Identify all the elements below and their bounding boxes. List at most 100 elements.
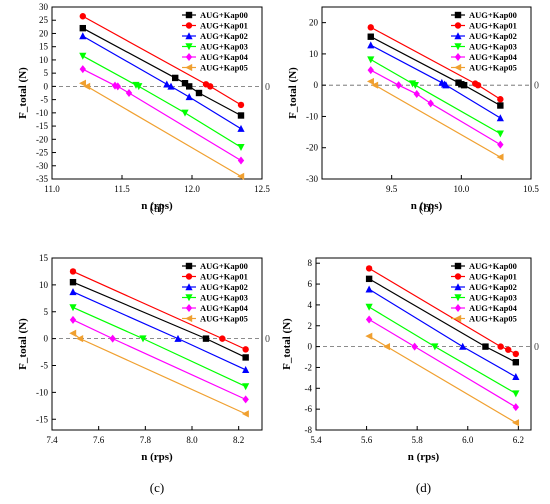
- legend-label: AUG+Kap01: [200, 21, 248, 31]
- series-aug-kap01: [69, 268, 249, 353]
- data-point: [181, 109, 189, 117]
- legend-label: AUG+Kap04: [469, 303, 518, 313]
- data-point: [371, 81, 379, 89]
- y-tick-label: -5: [41, 361, 49, 371]
- data-point: [69, 288, 77, 296]
- data-point: [202, 335, 210, 342]
- y-tick-label: 6: [308, 279, 313, 289]
- series-aug-kap05: [79, 79, 245, 180]
- data-point: [242, 395, 249, 404]
- data-point: [365, 332, 373, 340]
- legend-item: AUG+Kap01: [182, 21, 248, 31]
- data-point: [365, 303, 373, 311]
- y-tick-label: -5: [41, 95, 49, 105]
- legend-label: AUG+Kap04: [469, 52, 518, 62]
- x-tick-label: 6.2: [513, 435, 524, 445]
- series-aug-kap02: [367, 41, 504, 122]
- data-point: [237, 124, 245, 132]
- x-tick-label: 5.8: [412, 435, 424, 445]
- legend-marker-icon: [185, 32, 193, 40]
- data-point: [79, 65, 86, 74]
- series-line: [368, 318, 517, 408]
- data-point: [237, 144, 245, 152]
- zero-reference-label: 0: [534, 81, 539, 92]
- y-tick-label: 4: [308, 300, 313, 310]
- data-point: [411, 342, 418, 351]
- series-aug-kap04: [79, 65, 245, 165]
- data-point: [459, 342, 467, 350]
- data-point: [242, 366, 250, 373]
- series-aug-kap05: [366, 77, 504, 161]
- legend-marker-icon: [454, 22, 462, 29]
- legend-label: AUG+Kap05: [469, 314, 517, 324]
- x-tick-label: 12.0: [184, 184, 200, 194]
- data-point: [413, 89, 420, 98]
- legend-marker-icon: [185, 273, 193, 280]
- y-tick-label: 0: [44, 334, 49, 344]
- series-aug-kap04: [69, 315, 249, 404]
- y-tick-label: -4: [305, 383, 313, 393]
- legend-label: AUG+Kap02: [469, 31, 517, 41]
- x-axis-label: n (rps): [141, 451, 173, 463]
- data-point: [365, 275, 373, 283]
- series-aug-kap03: [69, 304, 250, 391]
- x-tick-label: 10.5: [523, 184, 539, 194]
- legend-label: AUG+Kap01: [469, 21, 517, 31]
- legend-item: AUG+Kap03: [451, 293, 517, 303]
- chart-panel: 0 7.4 7.6 7.8 8.0 8.2 -15 -10 -5 0 5 10 15 n (rps) F_t…: [17, 253, 270, 495]
- chart-panel: 0 9.5 10.0 10.5 -30 -20 -10 0 10 20 n (rps) F_total…: [287, 6, 539, 215]
- data-point: [135, 83, 143, 91]
- data-point: [186, 83, 193, 90]
- legend-label: AUG+Kap02: [469, 282, 517, 292]
- legend-marker-icon: [454, 262, 462, 270]
- series-aug-kap01: [365, 265, 520, 358]
- zero-reference-label: 0: [265, 334, 270, 345]
- data-point: [69, 278, 77, 286]
- data-point: [114, 82, 121, 91]
- data-point: [69, 329, 77, 337]
- y-tick-label: 15: [39, 253, 49, 263]
- data-point: [505, 346, 512, 353]
- legend-marker-icon: [185, 63, 193, 72]
- y-tick-label: 0: [308, 342, 313, 352]
- data-point: [69, 304, 77, 312]
- y-axis-label: F_total (N): [17, 67, 29, 119]
- data-point: [237, 172, 245, 180]
- data-point: [79, 32, 87, 40]
- y-tick-label: -6: [305, 404, 313, 414]
- x-tick-label: 10.0: [453, 184, 469, 194]
- data-point: [83, 82, 91, 90]
- y-tick-label: 0: [314, 80, 319, 90]
- data-point: [241, 410, 249, 418]
- legend-marker-icon: [185, 53, 193, 61]
- data-point: [76, 335, 84, 343]
- panel-caption: (b): [419, 200, 434, 215]
- x-tick-label: 8.0: [186, 435, 198, 445]
- legend-marker-icon: [185, 294, 193, 302]
- x-axis-label: n (rps): [141, 200, 173, 212]
- data-point: [167, 82, 175, 90]
- data-point: [367, 41, 375, 49]
- data-point: [69, 315, 77, 324]
- legend-item: AUG+Kap01: [451, 272, 517, 282]
- data-point: [442, 81, 450, 89]
- chart-panel: 0 5.4 5.6 5.8 6.0 6.2 -8 -6 -4 -2 0 2 4 6 8 n (rps) F_to…: [281, 257, 539, 495]
- legend-item: AUG+Kap01: [182, 272, 248, 282]
- plot-frame: [315, 257, 532, 431]
- legend-item: AUG+Kap03: [182, 293, 248, 303]
- data-point: [366, 77, 374, 86]
- y-tick-label: 10: [39, 280, 49, 290]
- series-aug-kap01: [367, 24, 504, 103]
- panel-caption: (c): [150, 480, 164, 495]
- data-point: [383, 343, 391, 351]
- legend-marker-icon: [454, 11, 462, 19]
- legend-label: AUG+Kap04: [200, 303, 249, 313]
- legend-marker-icon: [185, 22, 193, 29]
- data-point: [431, 343, 439, 351]
- series-line: [370, 69, 501, 146]
- legend-item: AUG+Kap04: [451, 303, 518, 313]
- y-tick-label: 2: [308, 321, 313, 331]
- legend-label: AUG+Kap03: [469, 293, 517, 303]
- x-tick-label: 7.8: [140, 435, 152, 445]
- legend-label: AUG+Kap01: [200, 272, 248, 282]
